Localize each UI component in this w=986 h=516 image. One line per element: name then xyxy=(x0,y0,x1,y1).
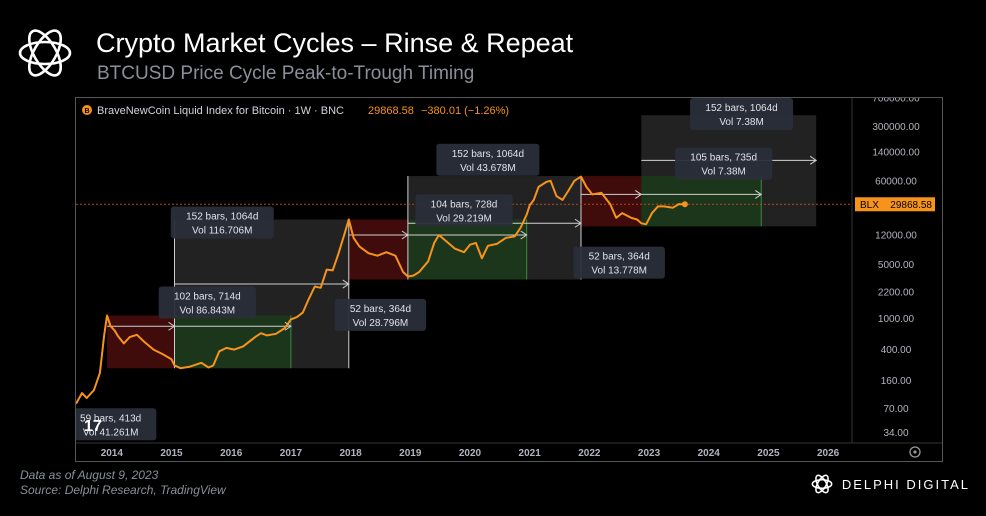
x-tick-label: 2026 xyxy=(817,448,840,459)
y-tick-label: 60000.00 xyxy=(875,176,917,187)
y-tick-label: 2200.00 xyxy=(878,288,915,299)
legend-change: −380.01 (−1.26%) xyxy=(421,105,509,117)
legend-symbol: BraveNewCoin Liquid Index for Bitcoin · … xyxy=(97,105,344,117)
x-tick-label: 2018 xyxy=(339,448,362,459)
y-tick-label: 70.00 xyxy=(883,404,908,415)
x-tick-label: 2022 xyxy=(578,448,601,459)
duration-arrow xyxy=(407,230,528,240)
label-line-2: Vol 43.678M xyxy=(460,163,516,174)
measure-labels: 152 bars, 1064d Vol 116.706M 102 bars, 714… xyxy=(76,98,794,441)
duration-arrow xyxy=(348,230,409,240)
label-line-2: Vol 7.38M xyxy=(701,167,745,178)
y-tick-label: 34.00 xyxy=(883,428,908,439)
label-line-2: Vol 116.706M xyxy=(192,225,252,236)
measure-label: 59 bars, 413d Vol 41.261M xyxy=(76,408,157,441)
label-line-1: 104 bars, 728d xyxy=(431,199,498,210)
delphi-small-logo-icon xyxy=(811,474,833,494)
y-tick-label: 400.00 xyxy=(881,345,912,356)
label-line-2: Vol 86.843M xyxy=(180,306,236,317)
last-price-dot xyxy=(681,201,688,208)
legend: B BraveNewCoin Liquid Index for Bitcoin … xyxy=(82,105,509,117)
label-line-1: 52 bars, 364d xyxy=(589,252,650,263)
measure-label: 52 bars, 364d Vol 28.796M xyxy=(334,298,427,331)
label-line-1: 152 bars, 1064d xyxy=(186,211,258,222)
duration-arrow xyxy=(641,190,763,199)
measure-label: 105 bars, 735d Vol 7.38M xyxy=(675,147,773,180)
label-line-1: 102 bars, 714d xyxy=(174,292,241,303)
label-line-1: 52 bars, 364d xyxy=(350,304,411,315)
duration-arrow xyxy=(107,321,176,331)
measure-label: 104 bars, 728d Vol 29.219M xyxy=(415,194,513,227)
y-tick-label: 140000.00 xyxy=(872,148,920,159)
bear-zone xyxy=(107,315,175,369)
source-note: Source: Delphi Research, TradingView xyxy=(20,483,226,497)
svg-text:BLX: BLX xyxy=(860,200,879,211)
measure-label: 152 bars, 1064d Vol 43.678M xyxy=(436,143,540,176)
brand-mark: DELPHI DIGITAL xyxy=(810,472,970,496)
label-line-2: Vol 28.796M xyxy=(353,318,409,329)
label-line-1: 105 bars, 735d xyxy=(690,153,757,164)
brand-name: DELPHI DIGITAL xyxy=(841,476,970,492)
bitcoin-icon xyxy=(82,105,92,115)
label-line-1: 152 bars, 1064d xyxy=(705,103,777,114)
delphi-logo-icon xyxy=(18,29,72,77)
x-tick-label: 2021 xyxy=(519,448,542,459)
x-tick-label: 2020 xyxy=(459,448,482,459)
measure-label: 102 bars, 714d Vol 86.843M xyxy=(158,286,256,319)
measure-label: 152 bars, 1064d Vol 116.706M xyxy=(170,206,274,239)
y-tick-label: 160.00 xyxy=(881,376,912,387)
data-date-note: Data as of August 9, 2023 xyxy=(20,468,159,482)
x-axis: 2014 2015 2016 2017 2018 2019 2020 2021 2022 2023… xyxy=(101,448,840,459)
legend-last: 29868.58 xyxy=(368,105,414,117)
y-tick-label: 1000.00 xyxy=(878,314,915,325)
label-line-2: Vol 13.778M xyxy=(591,266,647,277)
label-line-2: Vol 7.38M xyxy=(719,117,763,128)
bear-zone xyxy=(348,219,408,280)
label-line-1: 152 bars, 1064d xyxy=(452,149,524,160)
x-tick-label: 2017 xyxy=(280,448,303,459)
tradingview-logo: 17 xyxy=(84,418,102,435)
label-line-2: Vol 41.261M xyxy=(83,427,139,438)
y-tick-label: 300000.00 xyxy=(872,122,920,133)
duration-arrow xyxy=(174,279,350,289)
y-tick-label: 700000.00 xyxy=(872,98,920,105)
svg-text:29868.58: 29868.58 xyxy=(890,200,932,211)
x-tick-label: 2024 xyxy=(698,448,721,459)
page-title: Crypto Market Cycles – Rinse & Repeat xyxy=(96,28,574,58)
x-tick-label: 2016 xyxy=(220,448,243,459)
y-tick-label: 12000.00 xyxy=(875,230,917,241)
y-axis: 700000.00 300000.00 140000.00 60000.00 12000… xyxy=(872,98,920,439)
bull-zone xyxy=(641,176,762,227)
x-tick-label: 2023 xyxy=(638,448,661,459)
label-line-2: Vol 29.219M xyxy=(436,213,492,224)
chart-panel: 152 bars, 1064d Vol 116.706M 102 bars, 714… xyxy=(75,97,943,462)
y-tick-label: 5000.00 xyxy=(878,260,915,271)
x-tick-label: 2019 xyxy=(399,448,422,459)
bull-zone xyxy=(174,315,291,369)
current-price-badge: BLX 29868.58 xyxy=(855,197,935,212)
x-tick-label: 2014 xyxy=(101,448,124,459)
measure-label: 52 bars, 364d Vol 13.778M xyxy=(573,246,665,279)
x-tick-label: 2025 xyxy=(757,448,780,459)
price-chart: 152 bars, 1064d Vol 116.706M 102 bars, 714… xyxy=(76,98,942,461)
tv-logo-icon: 17 xyxy=(84,418,102,435)
x-tick-label: 2015 xyxy=(160,448,183,459)
label-line-1: 59 bars, 413d xyxy=(80,413,141,424)
page-subtitle: BTCUSD Price Cycle Peak-to-Trough Timing xyxy=(97,63,475,84)
measure-label: 152 bars, 1064d Vol 7.38M xyxy=(690,98,794,130)
duration-arrow xyxy=(580,190,643,199)
settings-gear-icon[interactable] xyxy=(909,446,921,458)
bitcoin-glyph: B xyxy=(84,108,89,115)
price-series-line xyxy=(76,175,685,405)
